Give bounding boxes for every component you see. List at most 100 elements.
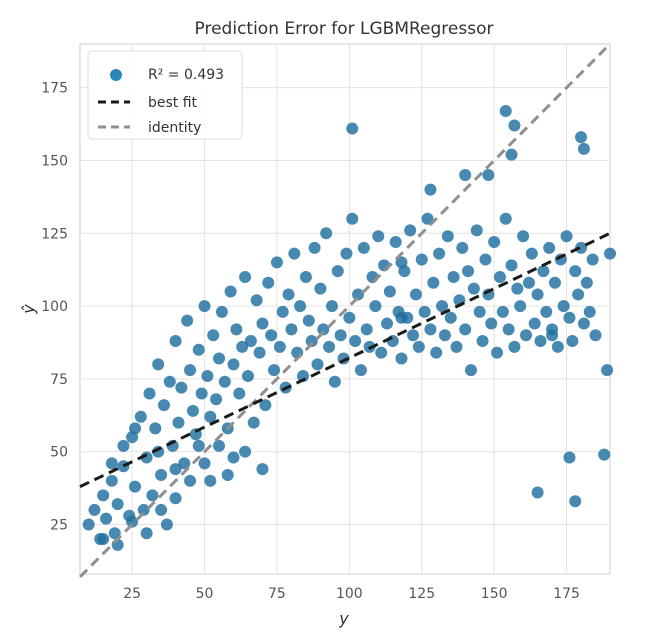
scatter-point	[525, 247, 538, 260]
scatter-point	[218, 375, 231, 388]
scatter-point	[543, 241, 556, 254]
scatter-point	[204, 410, 217, 423]
scatter-point	[520, 329, 533, 342]
scatter-point	[331, 265, 344, 278]
scatter-point	[548, 276, 561, 289]
scatter-point	[563, 451, 576, 464]
scatter-point	[514, 300, 527, 313]
scatter-point	[134, 410, 147, 423]
scatter-point	[256, 317, 269, 330]
legend: R² = 0.493 best fit identity	[87, 50, 243, 140]
ticks-layer: 25 50 75 100 125 150 175 25 50 75 100 125 150 175	[41, 81, 580, 602]
scatter-point	[395, 311, 408, 324]
scatter-point	[117, 460, 130, 473]
scatter-point	[488, 236, 501, 249]
scatter-point	[195, 387, 208, 400]
scatter-point	[575, 241, 588, 254]
scatter-point	[380, 317, 393, 330]
scatter-point	[427, 276, 440, 289]
scatter-point	[297, 369, 310, 382]
scatter-point	[213, 352, 226, 365]
scatter-point	[430, 346, 443, 359]
scatter-point	[230, 323, 243, 336]
x-axis-label: y	[338, 609, 349, 628]
scatter-point	[583, 305, 596, 318]
scatter-point	[325, 300, 338, 313]
scatter-point	[276, 305, 289, 318]
scatter-point	[137, 503, 150, 516]
legend-r2-label: R² = 0.493	[148, 67, 224, 83]
points-layer	[82, 104, 616, 551]
scatter-point	[433, 247, 446, 260]
x-tick-label: 125	[408, 586, 435, 602]
scatter-point	[551, 340, 564, 353]
scatter-point	[418, 305, 431, 318]
scatter-point	[163, 375, 176, 388]
scatter-point	[346, 212, 359, 225]
scatter-point	[311, 358, 324, 371]
scatter-point	[253, 346, 266, 359]
scatter-point	[424, 323, 437, 336]
scatter-point	[424, 183, 437, 196]
scatter-point	[389, 236, 402, 249]
scatter-point	[207, 329, 220, 342]
scatter-point	[540, 305, 553, 318]
scatter-point	[169, 463, 182, 476]
scatter-point	[537, 265, 550, 278]
scatter-point	[499, 104, 512, 117]
scatter-point	[308, 241, 321, 254]
scatter-point	[273, 340, 286, 353]
chart-title: Prediction Error for LGBMRegressor	[195, 19, 494, 39]
scatter-point	[511, 282, 524, 295]
scatter-point	[117, 439, 130, 452]
scatter-point	[233, 387, 246, 400]
scatter-point	[299, 270, 312, 283]
scatter-point	[288, 247, 301, 260]
scatter-point	[111, 498, 124, 511]
scatter-point	[192, 439, 205, 452]
legend-best-fit-label: best fit	[148, 95, 198, 111]
scatter-point	[522, 276, 535, 289]
scatter-point	[126, 515, 139, 528]
scatter-point	[505, 259, 518, 272]
scatter-point	[546, 329, 559, 342]
scatter-point	[221, 468, 234, 481]
scatter-point	[224, 285, 237, 298]
legend-scatter-marker	[110, 69, 122, 81]
scatter-point	[343, 311, 356, 324]
y-tick-label: 25	[50, 517, 68, 533]
scatter-point	[97, 533, 110, 546]
scatter-point	[265, 329, 278, 342]
scatter-point	[201, 369, 214, 382]
scatter-point	[415, 253, 428, 266]
scatter-point	[438, 329, 451, 342]
scatter-point	[140, 451, 153, 464]
scatter-point	[395, 352, 408, 365]
identity-line	[78, 42, 612, 578]
scatter-point	[285, 323, 298, 336]
x-tick-label: 150	[481, 586, 508, 602]
scatter-point	[404, 224, 417, 237]
scatter-point	[210, 393, 223, 406]
x-tick-label: 100	[336, 586, 363, 602]
scatter-point	[479, 253, 492, 266]
y-tick-label: 125	[41, 226, 68, 242]
scatter-point	[250, 294, 263, 307]
scatter-point	[192, 343, 205, 356]
scatter-point	[575, 131, 588, 144]
scatter-point	[604, 247, 616, 260]
scatter-point	[305, 335, 318, 348]
scatter-point	[560, 230, 573, 243]
y-tick-label: 50	[50, 445, 68, 461]
scatter-point	[97, 489, 110, 502]
scatter-point	[508, 119, 521, 132]
legend-identity-label: identity	[148, 120, 201, 136]
scatter-point	[129, 422, 142, 435]
best-fit-line	[79, 231, 611, 488]
scatter-point	[169, 492, 182, 505]
scatter-point	[566, 335, 579, 348]
scatter-point	[577, 317, 590, 330]
scatter-point	[372, 230, 385, 243]
